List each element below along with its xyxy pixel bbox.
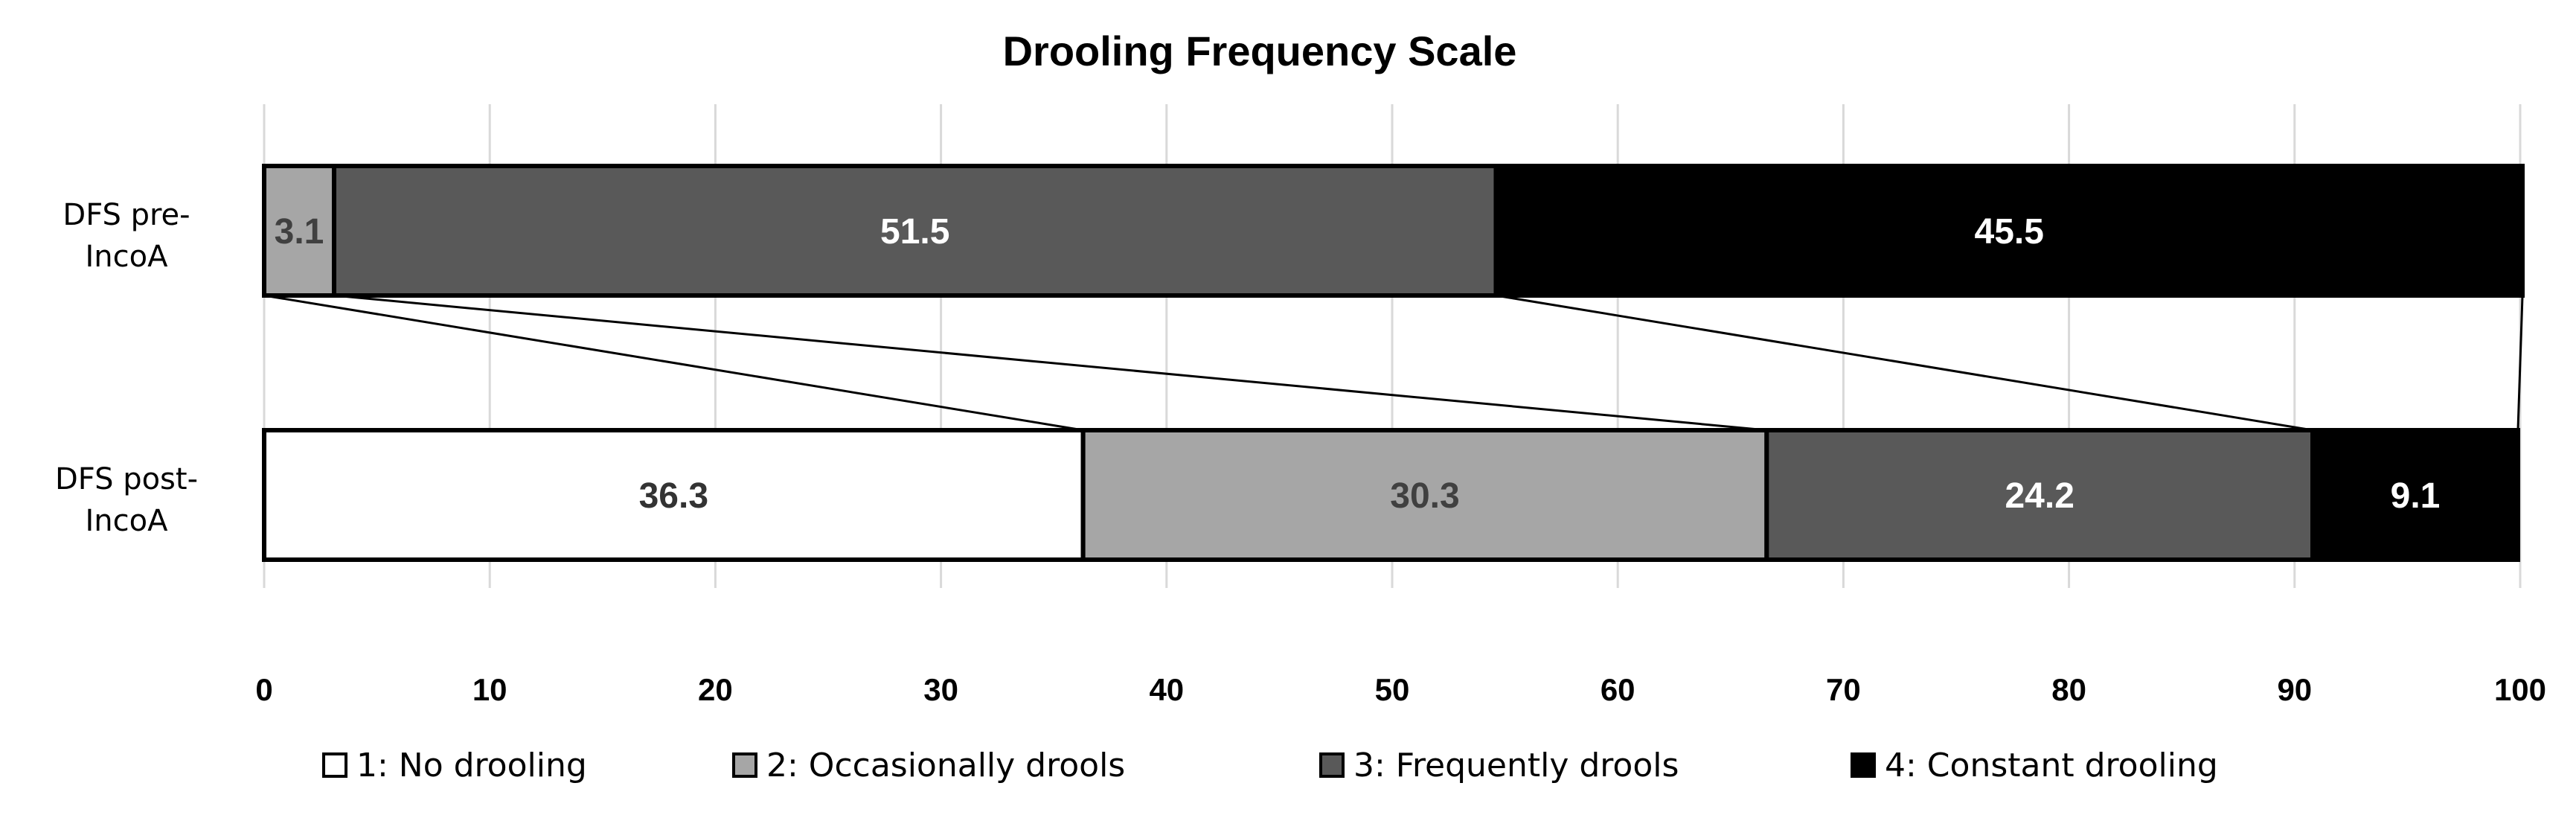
bars: 3.1 51.5 45.5 36.3 30.3 24.2 9.1 xyxy=(262,164,2525,562)
bar-segment xyxy=(331,164,1499,298)
legend-swatch xyxy=(322,752,347,778)
x-tick-label: 80 xyxy=(2051,672,2086,707)
x-tick-label: 20 xyxy=(698,672,733,707)
series-line xyxy=(2516,295,2524,431)
data-label: 30.3 xyxy=(1390,476,1459,516)
legend-swatch xyxy=(1851,752,1876,778)
legend-label: 2: Occasionally drools xyxy=(766,747,1125,784)
data-label: 9.1 xyxy=(2391,476,2441,516)
series-lines xyxy=(263,294,2524,432)
category-label: DFS pre-IncoA xyxy=(63,198,190,274)
category-label: DFS post-IncoA xyxy=(55,462,198,538)
bar-segment xyxy=(1493,164,2525,298)
x-tick-label: 100 xyxy=(2494,672,2546,707)
bar-segment xyxy=(1080,428,1769,562)
chart-title: Drooling Frequency Scale xyxy=(1003,28,1517,74)
legend-label: 1: No drooling xyxy=(356,747,587,784)
data-label: 45.5 xyxy=(1975,212,2044,252)
legend-label: 3: Frequently drools xyxy=(1353,747,1679,784)
x-tick-label: 90 xyxy=(2277,672,2312,707)
x-tick-label: 70 xyxy=(1826,672,1861,707)
series-line xyxy=(263,294,1083,432)
legend-swatch xyxy=(1319,752,1345,778)
bar-segment xyxy=(1764,428,2316,562)
x-tick-label: 40 xyxy=(1149,672,1184,707)
bar-segment xyxy=(262,164,336,298)
data-label: 51.5 xyxy=(880,212,949,252)
x-axis-ticks: 0 10 20 30 40 50 60 70 80 90 100 xyxy=(255,672,2546,707)
data-label: 3.1 xyxy=(275,212,324,252)
x-tick-label: 0 xyxy=(255,672,272,707)
x-tick-label: 50 xyxy=(1375,672,1410,707)
legend-swatch xyxy=(732,752,757,778)
legend: 1: No drooling 2: Occasionally drools 3: F… xyxy=(322,747,2218,784)
data-label: 36.3 xyxy=(639,476,708,516)
category-labels: DFS pre-IncoA DFS post-IncoA xyxy=(55,198,198,538)
x-tick-label: 10 xyxy=(472,672,507,707)
legend-label: 4: Constant drooling xyxy=(1885,747,2218,784)
x-tick-label: 60 xyxy=(1601,672,1635,707)
data-label: 24.2 xyxy=(2005,476,2074,516)
x-tick-label: 30 xyxy=(923,672,958,707)
bar-segment xyxy=(2310,428,2520,562)
series-line xyxy=(333,294,1767,432)
series-line xyxy=(1496,294,2313,432)
bar-segment xyxy=(262,428,1086,562)
